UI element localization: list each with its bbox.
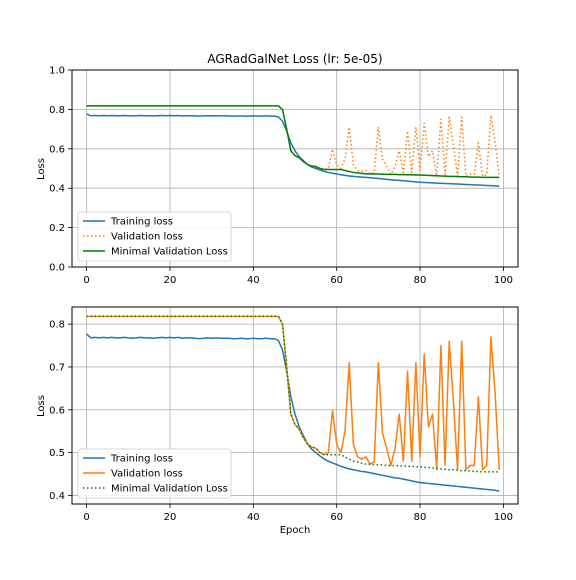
x-tick-label: 80 <box>414 512 427 523</box>
series-line-minimal-validation-loss <box>86 105 500 179</box>
chart1-axes-frame <box>71 69 519 268</box>
x-tick-label: 40 <box>247 512 260 523</box>
legend-label: Training loss <box>110 454 173 465</box>
y-tick-label: 0.6 <box>49 144 65 155</box>
chart1-title: AGRadGalNet Loss (lr: 5e-05) <box>207 52 382 66</box>
chart2-xlabel: Epoch <box>280 525 311 536</box>
chart2-axes-frame <box>71 306 519 505</box>
legend-label: Training loss <box>110 217 173 228</box>
x-tick-label: 100 <box>494 512 513 523</box>
y-tick-label: 0.7 <box>49 362 65 373</box>
legend-label: Minimal Validation Loss <box>111 247 228 258</box>
x-tick-label: 60 <box>330 275 343 286</box>
x-tick-label: 100 <box>494 275 513 286</box>
legend-label: Minimal Validation Loss <box>111 484 228 495</box>
x-tick-label: 0 <box>83 275 89 286</box>
legend-label: Validation loss <box>111 469 183 480</box>
x-tick-label: 0 <box>83 512 89 523</box>
y-tick-label: 0.6 <box>49 405 65 416</box>
y-tick-label: 0.4 <box>49 184 65 195</box>
x-tick-label: 40 <box>247 275 260 286</box>
x-tick-label: 60 <box>330 512 343 523</box>
chart1-yticks: 0.0 0.2 0.4 0.6 0.8 1.0 <box>49 66 72 274</box>
chart2-xticks: 0 20 40 60 80 100 <box>83 504 513 523</box>
x-tick-label: 20 <box>164 512 177 523</box>
chart2-legend: Training loss Validation loss Minimal Vali… <box>77 448 232 499</box>
legend-box <box>77 448 232 499</box>
chart2-plot <box>86 315 500 492</box>
series-line-training-loss <box>86 333 500 492</box>
y-tick-label: 0.8 <box>49 105 65 116</box>
y-tick-label: 0.0 <box>49 263 65 274</box>
legend-box <box>77 211 232 262</box>
series-line-training-loss <box>86 113 500 187</box>
legend-label: Validation loss <box>111 232 183 243</box>
chart1-ylabel: Loss <box>36 158 47 180</box>
y-tick-label: 0.8 <box>49 320 65 331</box>
x-tick-label: 80 <box>414 275 427 286</box>
x-tick-label: 20 <box>164 275 177 286</box>
series-line-minimal-validation-loss <box>86 315 500 473</box>
y-tick-label: 0.5 <box>49 448 65 459</box>
y-tick-label: 0.4 <box>49 491 65 502</box>
chart2-ylabel: Loss <box>36 395 47 417</box>
chart1-xticks: 0 20 40 60 80 100 <box>83 267 513 286</box>
y-tick-label: 0.2 <box>49 223 65 234</box>
chart2-yticks: 0.4 0.5 0.6 0.7 0.8 <box>49 320 72 502</box>
y-tick-label: 1.0 <box>49 66 65 77</box>
chart1-plot <box>86 105 500 187</box>
chart1-legend: Training loss Validation loss Minimal Vali… <box>77 211 232 262</box>
